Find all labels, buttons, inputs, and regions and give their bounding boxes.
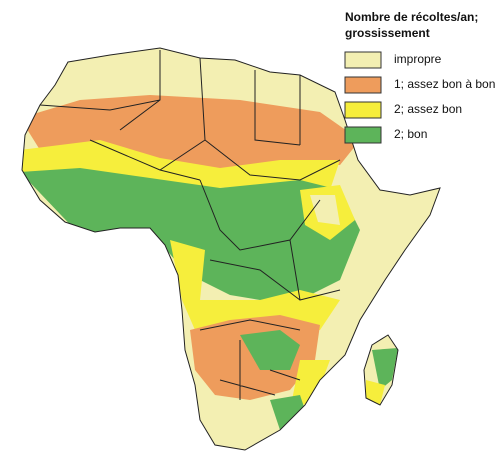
coastline <box>21 47 441 451</box>
zone-yellow <box>22 140 340 190</box>
zone-orange <box>22 95 360 170</box>
legend-label: impropre <box>394 52 442 66</box>
legend-swatch <box>344 51 382 69</box>
madagascar <box>363 334 399 406</box>
borders <box>21 47 441 451</box>
zone-yellow <box>366 380 385 405</box>
zone-impropre <box>310 195 340 225</box>
legend-label: 2; bon <box>394 127 427 141</box>
legend-swatch <box>344 126 382 144</box>
zone-green <box>240 330 300 370</box>
zone-green <box>270 395 305 430</box>
zone-yellow <box>170 240 340 330</box>
zone-green <box>372 348 398 390</box>
country-borders <box>39 50 341 400</box>
legend-title: grossissement <box>345 26 430 40</box>
legend-label: 2; assez bon <box>394 102 462 116</box>
legend-title: Nombre de récoltes/an; <box>345 10 478 24</box>
legend-swatch <box>344 101 382 119</box>
zone-green <box>22 168 360 300</box>
legend-swatch <box>344 76 382 94</box>
legend-label: 1; assez bon à bon <box>394 77 495 91</box>
legend: Nombre de récoltes/an; grossissement imp… <box>344 10 495 144</box>
